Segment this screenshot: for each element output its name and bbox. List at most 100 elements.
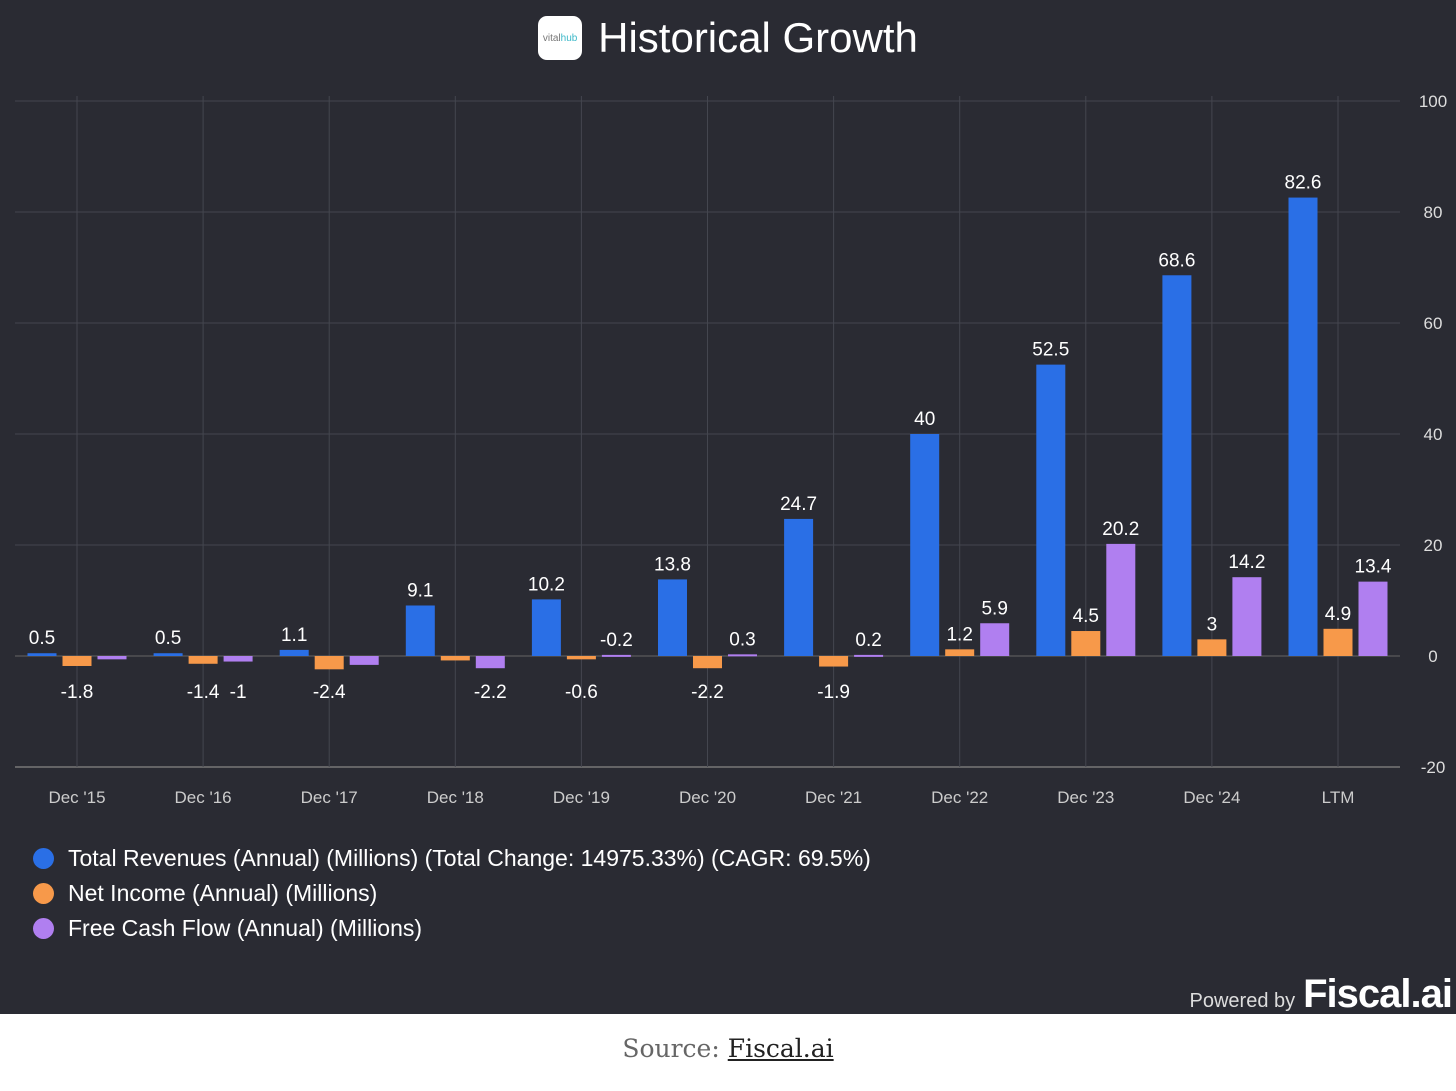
y-tick-label: 60	[1424, 314, 1443, 333]
bar	[1232, 577, 1262, 656]
legend-label: Free Cash Flow (Annual) (Millions)	[68, 915, 423, 941]
bar	[97, 656, 127, 660]
bar	[1323, 628, 1353, 656]
bar	[1358, 581, 1388, 656]
bar	[1071, 631, 1101, 656]
legend-item-revenues[interactable]: Total Revenues (Annual) (Millions) (Tota…	[33, 845, 871, 872]
legend-label: Total Revenues (Annual) (Millions) (Tota…	[68, 845, 871, 871]
data-label: -1	[230, 682, 247, 703]
bar	[1036, 364, 1066, 656]
data-label: 4.9	[1325, 604, 1351, 625]
data-label: 14.2	[1228, 552, 1265, 573]
bar	[153, 653, 183, 656]
data-label: -0.6	[565, 682, 598, 703]
chart-panel: vital hub Historical Growth 100 80 60 40 20 0 -…	[0, 0, 1456, 1017]
bar	[1288, 197, 1318, 656]
y-tick-label: 40	[1424, 425, 1443, 444]
data-label: -2.4	[313, 682, 346, 703]
y-tick-label: 0	[1428, 647, 1437, 666]
y-tick-label: 80	[1424, 203, 1443, 222]
title-text: Historical Growth	[598, 14, 918, 61]
bar	[980, 623, 1010, 656]
data-label: 0.5	[29, 628, 55, 649]
bar	[1162, 275, 1192, 656]
data-label: -1.9	[817, 682, 850, 703]
vitalhub-logo: vital hub	[538, 16, 583, 60]
bar	[223, 656, 253, 662]
bar	[784, 518, 814, 656]
data-label: -1.4	[187, 682, 220, 703]
data-label: 13.8	[654, 554, 691, 575]
x-tick-label: LTM	[1322, 788, 1355, 807]
data-label: 68.6	[1158, 250, 1195, 271]
bar	[601, 654, 631, 657]
data-label: 10.2	[528, 574, 565, 595]
y-tick-label: 100	[1419, 92, 1447, 111]
data-label: -1.8	[61, 682, 94, 703]
data-label: 0.2	[855, 630, 881, 651]
bar	[62, 656, 92, 666]
data-label: 13.4	[1355, 557, 1392, 578]
bar	[279, 649, 309, 656]
bar	[188, 656, 218, 664]
bar	[854, 654, 884, 657]
legend-item-fcf[interactable]: Free Cash Flow (Annual) (Millions)	[33, 915, 422, 942]
legend-dot-icon	[33, 883, 54, 904]
bar	[440, 656, 470, 661]
bar	[693, 656, 722, 669]
bar	[314, 656, 344, 670]
data-label: 9.1	[407, 580, 433, 601]
data-label: 3	[1207, 614, 1218, 635]
powered-by: Powered by Fiscal.ai	[1190, 972, 1453, 1017]
fiscal-logo: Fiscal.ai	[1303, 972, 1453, 1016]
data-label: 24.7	[780, 494, 817, 515]
legend-label: Net Income (Annual) (Millions)	[68, 880, 378, 906]
x-tick-label: Dec '18	[427, 788, 484, 807]
data-label: 20.2	[1102, 519, 1139, 540]
data-label: 1.2	[946, 624, 972, 645]
legend-dot-icon	[33, 918, 54, 939]
x-tick-label: Dec '22	[931, 788, 988, 807]
data-label: 0.3	[729, 629, 755, 650]
x-tick-label: Dec '19	[553, 788, 610, 807]
bar	[910, 434, 940, 656]
y-tick-label: 20	[1424, 536, 1443, 555]
bar	[531, 599, 561, 656]
x-tick-label: Dec '15	[48, 788, 105, 807]
bar	[475, 656, 505, 669]
bar-chart: 100 80 60 40 20 0 -20 Dec '15 Dec '16 Dec '17 Dec …	[15, 92, 1447, 807]
x-tick-label: Dec '17	[301, 788, 358, 807]
data-label: 0.5	[155, 628, 181, 649]
bar	[658, 579, 687, 656]
bar	[819, 656, 849, 667]
bar	[349, 656, 379, 665]
data-label: 40	[914, 409, 935, 430]
source-link[interactable]: Fiscal.ai	[727, 1034, 834, 1063]
x-tick-label: Dec '16	[175, 788, 232, 807]
data-label: 4.5	[1073, 606, 1099, 627]
data-label: -2.2	[691, 682, 724, 703]
x-tick-label: Dec '24	[1183, 788, 1240, 807]
bar	[27, 653, 57, 656]
source-label: Source:	[622, 1034, 720, 1063]
bar	[405, 605, 435, 656]
x-tick-label: Dec '21	[805, 788, 862, 807]
bar	[566, 656, 596, 660]
x-tick-label: Dec '20	[679, 788, 736, 807]
data-label: 52.5	[1032, 340, 1069, 361]
data-label: 5.9	[981, 598, 1007, 619]
chart-title: vital hub Historical Growth	[0, 14, 1456, 62]
data-label: 82.6	[1285, 173, 1322, 194]
y-tick-label: -20	[1421, 758, 1446, 777]
bar	[728, 654, 757, 657]
data-label: -0.2	[600, 630, 633, 651]
legend-dot-icon	[33, 848, 54, 869]
legend-item-net-income[interactable]: Net Income (Annual) (Millions)	[33, 880, 377, 907]
data-label: -2.2	[474, 682, 507, 703]
source-caption: Source: Fiscal.ai	[0, 1034, 1456, 1063]
data-label: 1.1	[281, 625, 307, 646]
powered-by-text: Powered by	[1189, 990, 1296, 1012]
x-tick-label: Dec '23	[1057, 788, 1114, 807]
bar	[945, 649, 975, 656]
bar	[1197, 639, 1227, 656]
